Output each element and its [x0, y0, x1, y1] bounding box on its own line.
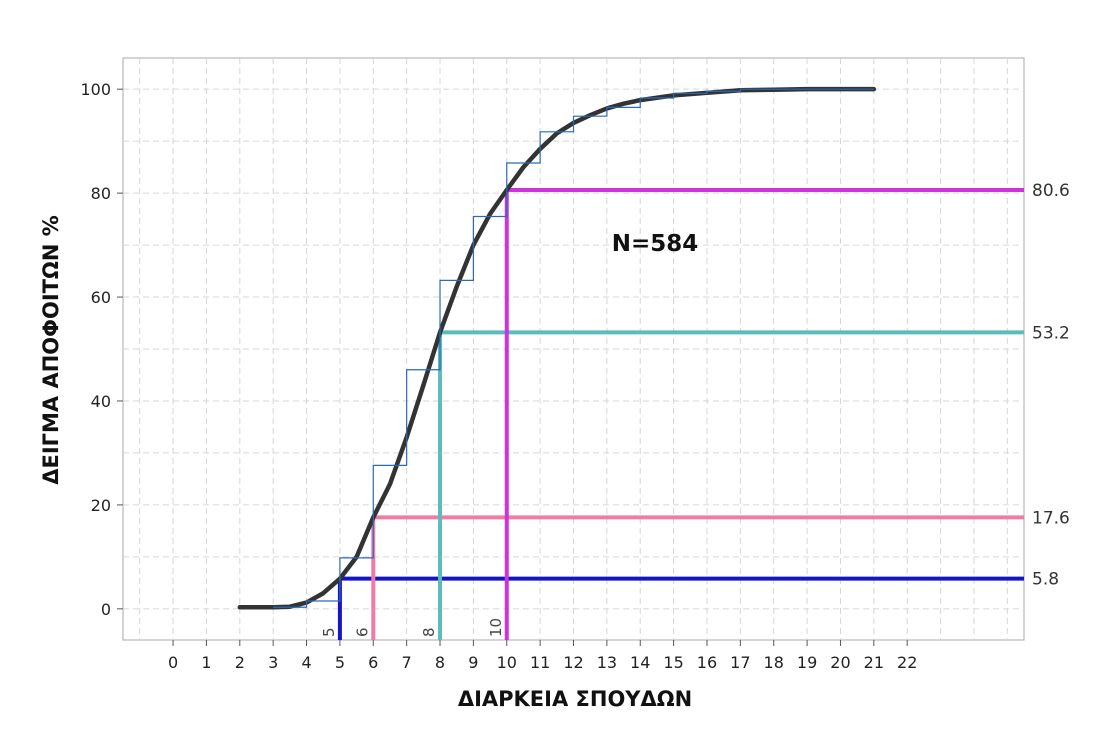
- reference-value-label: 17.6: [1032, 508, 1070, 528]
- y-tick-label: 40: [91, 392, 111, 411]
- x-tick-label: 20: [830, 653, 850, 672]
- x-tick-label: 8: [435, 653, 445, 672]
- x-tick-label: 21: [864, 653, 884, 672]
- reference-x-label: 8: [420, 627, 438, 637]
- y-tick-label: 60: [91, 288, 111, 307]
- x-tick-label: 15: [663, 653, 683, 672]
- reference-x-label: 5: [320, 627, 338, 637]
- x-tick-label: 3: [268, 653, 278, 672]
- x-tick-label: 18: [764, 653, 784, 672]
- x-tick-label: 1: [201, 653, 211, 672]
- reference-value-label: 53.2: [1032, 323, 1070, 343]
- reference-lines: [337, 187, 1024, 640]
- empirical-step-line: [273, 88, 874, 608]
- labels: N=584 ΔΙΑΡΚΕΙΑ ΣΠΟΥΔΩΝ ΔΕΙΓΜΑ ΑΠΟΦΟΙΤΩΝ …: [39, 181, 1070, 711]
- x-tick-label: 16: [697, 653, 717, 672]
- axes: 0 1 2 3 4 5 6 7 8 9 10 11 12 13 14 15 16 17 18 19 20 21 220204…: [80, 80, 917, 672]
- x-tick-label: 7: [402, 653, 412, 672]
- y-tick-label: 100: [80, 80, 111, 99]
- reference-value-label: 5.8: [1032, 570, 1059, 590]
- x-tick-label: 22: [897, 653, 917, 672]
- y-axis-title: ΔΕΙΓΜΑ ΑΠΟΦΟΙΤΩΝ %: [39, 215, 63, 485]
- x-tick-label: 17: [730, 653, 750, 672]
- x-tick-label: 10: [497, 653, 517, 672]
- x-tick-label: 11: [530, 653, 550, 672]
- x-tick-label: 9: [468, 653, 478, 672]
- x-tick-label: 6: [368, 653, 378, 672]
- y-tick-label: 0: [101, 600, 111, 619]
- grid: [122, 57, 1025, 641]
- x-tick-label: 19: [797, 653, 817, 672]
- reference-value-label: 80.6: [1032, 181, 1070, 201]
- x-tick-label: 12: [563, 653, 583, 672]
- x-tick-label: 14: [630, 653, 650, 672]
- x-tick-label: 0: [168, 653, 178, 672]
- sample-size-annotation: N=584: [612, 231, 699, 257]
- reference-x-label: 10: [487, 618, 505, 637]
- x-tick-label: 5: [335, 653, 345, 672]
- x-tick-label: 4: [301, 653, 311, 672]
- y-tick-label: 80: [91, 184, 111, 203]
- x-tick-label: 13: [597, 653, 617, 672]
- x-tick-label: 2: [235, 653, 245, 672]
- cumulative-curve: [237, 86, 877, 610]
- reference-x-label: 6: [353, 627, 371, 637]
- series: [237, 86, 877, 610]
- y-tick-label: 20: [91, 496, 111, 515]
- x-axis-title: ΔΙΑΡΚΕΙΑ ΣΠΟΥΔΩΝ: [458, 687, 692, 711]
